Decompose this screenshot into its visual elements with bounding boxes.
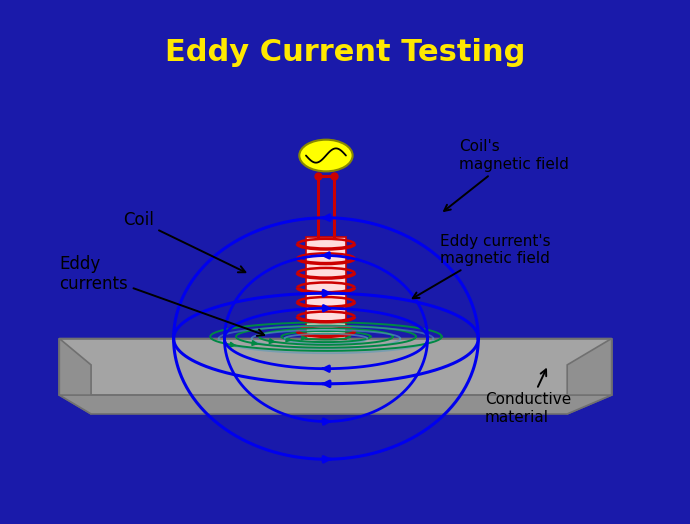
Text: Eddy Current Testing: Eddy Current Testing bbox=[165, 38, 525, 67]
Polygon shape bbox=[567, 339, 611, 414]
Text: Coil: Coil bbox=[123, 211, 246, 272]
Polygon shape bbox=[59, 339, 611, 395]
Text: Eddy current's
magnetic field: Eddy current's magnetic field bbox=[413, 234, 551, 298]
Text: Eddy
currents: Eddy currents bbox=[59, 255, 264, 336]
Text: Conductive
material: Conductive material bbox=[484, 369, 571, 424]
Circle shape bbox=[299, 140, 353, 171]
Polygon shape bbox=[59, 339, 91, 414]
Text: Coil's
magnetic field: Coil's magnetic field bbox=[444, 139, 569, 211]
Polygon shape bbox=[59, 339, 611, 365]
Bar bbox=[306, 237, 346, 339]
Polygon shape bbox=[59, 395, 611, 414]
